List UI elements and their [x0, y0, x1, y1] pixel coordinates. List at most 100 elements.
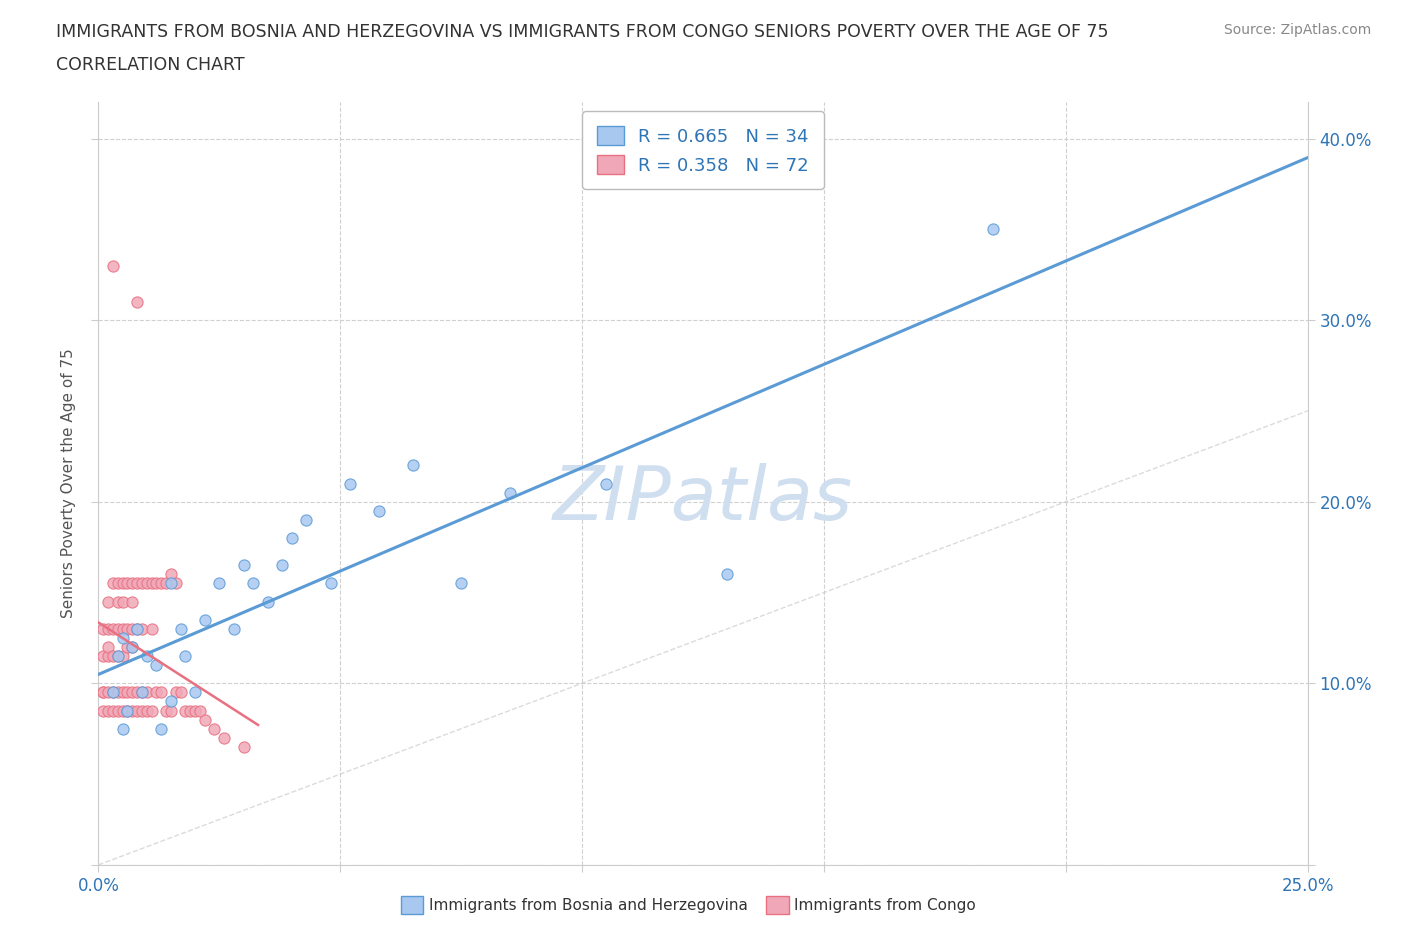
Point [160, 576, 183, 591]
Point [91, 703, 114, 718]
Point [97, 640, 120, 655]
Point [101, 685, 124, 700]
Point [174, 648, 197, 663]
Point [97, 648, 120, 663]
Point [188, 703, 211, 718]
Point [127, 621, 149, 636]
Point [131, 703, 153, 718]
Point [135, 576, 157, 591]
Point [145, 658, 167, 672]
Point [141, 621, 163, 636]
Point [121, 640, 143, 655]
Point [97, 594, 120, 609]
Point [121, 640, 143, 655]
Point [160, 694, 183, 709]
Point [160, 567, 183, 582]
Point [208, 576, 231, 591]
Point [135, 685, 157, 700]
Point [295, 512, 318, 527]
Point [91, 648, 114, 663]
Text: Immigrants from Bosnia and Herzegovina: Immigrants from Bosnia and Herzegovina [429, 898, 748, 913]
Point [368, 503, 391, 518]
Point [271, 558, 294, 573]
Point [165, 576, 187, 591]
Point [121, 685, 143, 700]
Point [174, 703, 197, 718]
Point [402, 458, 425, 472]
Text: Immigrants from Congo: Immigrants from Congo [794, 898, 976, 913]
Point [101, 703, 124, 718]
Point [131, 685, 153, 700]
Point [319, 576, 342, 591]
Point [194, 712, 217, 727]
Point [184, 685, 207, 700]
Point [101, 621, 124, 636]
Y-axis label: Seniors Poverty Over the Age of 75: Seniors Poverty Over the Age of 75 [60, 349, 76, 618]
Point [117, 640, 139, 655]
Point [107, 594, 129, 609]
Point [256, 594, 278, 609]
Point [141, 703, 163, 718]
Point [111, 685, 134, 700]
Text: CORRELATION CHART: CORRELATION CHART [56, 56, 245, 73]
Point [498, 485, 520, 500]
Point [121, 576, 143, 591]
Point [179, 703, 201, 718]
Point [111, 576, 134, 591]
Point [450, 576, 472, 591]
Point [127, 703, 149, 718]
Point [165, 685, 187, 700]
Point [150, 685, 173, 700]
Point [107, 621, 129, 636]
Point [107, 648, 129, 663]
Point [101, 576, 124, 591]
Point [981, 222, 1004, 237]
Point [111, 722, 134, 737]
Point [121, 703, 143, 718]
Point [117, 703, 139, 718]
Point [117, 621, 139, 636]
Point [127, 685, 149, 700]
Point [212, 730, 235, 745]
Point [141, 576, 163, 591]
Text: Source: ZipAtlas.com: Source: ZipAtlas.com [1223, 23, 1371, 37]
Point [169, 621, 191, 636]
Point [121, 621, 143, 636]
Point [222, 621, 245, 636]
Point [111, 648, 134, 663]
Point [145, 685, 167, 700]
Point [131, 685, 153, 700]
Point [281, 531, 304, 546]
Point [131, 621, 153, 636]
Point [135, 703, 157, 718]
Point [716, 567, 738, 582]
Point [117, 703, 139, 718]
Point [111, 621, 134, 636]
Point [91, 685, 114, 700]
Point [232, 739, 254, 754]
Point [117, 576, 139, 591]
Text: IMMIGRANTS FROM BOSNIA AND HERZEGOVINA VS IMMIGRANTS FROM CONGO SENIORS POVERTY : IMMIGRANTS FROM BOSNIA AND HERZEGOVINA V… [56, 23, 1109, 41]
Text: ZIPatlas: ZIPatlas [553, 463, 853, 535]
Point [127, 295, 149, 310]
Legend: R = 0.665   N = 34, R = 0.358   N = 72: R = 0.665 N = 34, R = 0.358 N = 72 [582, 112, 824, 189]
Point [111, 703, 134, 718]
Point [127, 576, 149, 591]
Point [127, 621, 149, 636]
Point [107, 576, 129, 591]
Point [91, 621, 114, 636]
Point [97, 685, 120, 700]
Point [97, 621, 120, 636]
Point [107, 703, 129, 718]
Point [97, 703, 120, 718]
Point [184, 703, 207, 718]
Point [107, 685, 129, 700]
Point [242, 576, 264, 591]
Point [204, 722, 226, 737]
Point [169, 685, 191, 700]
Point [121, 594, 143, 609]
Point [232, 558, 254, 573]
Point [107, 648, 129, 663]
Point [101, 685, 124, 700]
Point [160, 703, 183, 718]
